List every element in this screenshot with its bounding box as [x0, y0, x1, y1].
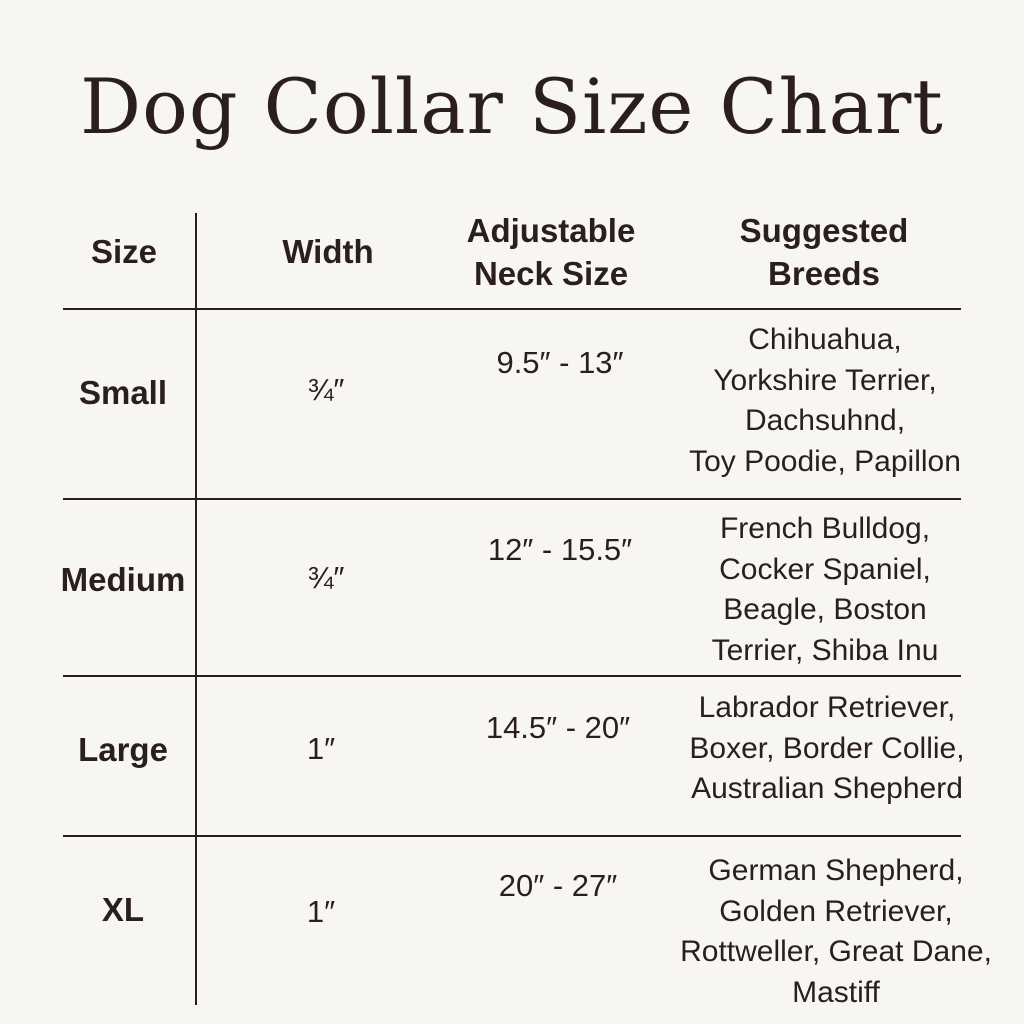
breeds-cell: French Bulldog, Cocker Spaniel, Beagle, …: [625, 509, 1024, 672]
row-divider: [63, 675, 961, 677]
header-neck-size: Adjustable Neck Size: [401, 209, 701, 295]
breeds-cell: Chihuahua, Yorkshire Terrier, Dachsuhnd,…: [625, 320, 1024, 483]
breed-line: French Bulldog,: [719, 512, 931, 545]
width-cell: ¾″: [307, 560, 345, 595]
width-cell: 1″: [306, 894, 336, 929]
column-divider: [195, 213, 197, 1005]
size-cell: Small: [78, 374, 168, 411]
header-neck-line: Neck Size: [473, 255, 629, 292]
header-suggested-breeds: Suggested Breeds: [624, 209, 1024, 295]
breed-line: Yorkshire Terrier,: [713, 363, 937, 397]
breed-line: Chihuahua,: [748, 323, 902, 356]
size-cell: Large: [78, 731, 168, 768]
header-neck-line: Adjustable: [466, 212, 636, 249]
size-cell: Medium: [60, 561, 186, 598]
header-size: Size: [90, 233, 158, 270]
breed-line: Rottweller, Great Dane,: [680, 935, 992, 969]
neck-size-cell: 14.5″ - 20″: [485, 710, 631, 745]
header-breeds-line: Breeds: [768, 255, 880, 292]
breed-line: Boxer, Border Collie,: [689, 731, 965, 765]
neck-size-cell: 12″ - 15.5″: [487, 532, 633, 567]
breed-line: Dachsuhnd,: [744, 404, 906, 438]
row-divider: [63, 498, 961, 500]
breed-line: Mastiff: [792, 976, 880, 1010]
breeds-cell: German Shepherd, Golden Retriever, Rottw…: [636, 851, 1024, 1014]
breed-line: Toy Poodie, Papillon: [689, 445, 961, 479]
width-cell: 1″: [306, 731, 336, 766]
breed-line: Golden Retriever,: [719, 894, 953, 928]
size-cell: XL: [101, 891, 145, 928]
header-breeds-line: Suggested: [739, 212, 909, 249]
page-title: Dog Collar Size Chart: [80, 62, 944, 151]
breed-line: German Shepherd,: [708, 854, 964, 887]
breed-line: Australian Shepherd: [691, 772, 963, 806]
breed-line: Labrador Retriever,: [698, 691, 956, 724]
header-width: Width: [282, 233, 374, 270]
width-cell: ¾″: [307, 372, 345, 407]
breeds-cell: Labrador Retriever, Boxer, Border Collie…: [627, 688, 1024, 810]
breed-line: Cocker Spaniel,: [719, 552, 931, 586]
neck-size-cell: 9.5″ - 13″: [496, 345, 624, 380]
breed-line: Terrier, Shiba Inu: [711, 634, 939, 668]
row-divider: [63, 835, 961, 837]
neck-size-cell: 20″ - 27″: [498, 868, 618, 903]
row-divider: [63, 308, 961, 310]
breed-line: Beagle, Boston: [723, 593, 927, 627]
